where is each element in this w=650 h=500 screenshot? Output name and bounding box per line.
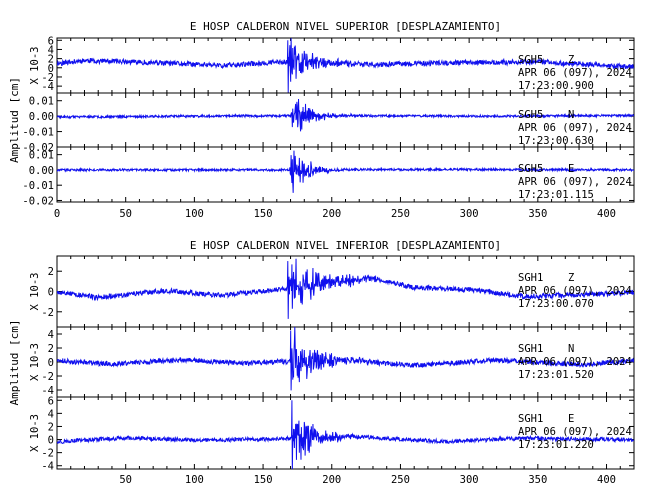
station-label: SGH5 [518, 109, 543, 121]
station-label: SGH1 [518, 413, 543, 425]
panel-title: E HOSP CALDERON NIVEL INFERIOR [DESPLAZA… [190, 239, 501, 252]
y-tick-label: -2 [41, 448, 54, 460]
x-tick-label: 200 [322, 474, 341, 486]
y-tick-label: 2 [48, 54, 54, 66]
y-tick-label: -4 [41, 461, 54, 473]
panel-inferior: E HOSP CALDERON NIVEL INFERIOR [DESPLAZA… [8, 239, 635, 486]
y-tick-label: -2 [41, 72, 54, 84]
y-tick-label: -2 [41, 307, 54, 319]
x-tick-label: 0 [54, 208, 60, 220]
component-label: Z [568, 272, 574, 284]
time-label: 17:23:00.070 [518, 298, 594, 310]
trace-SGH5-N [57, 98, 634, 132]
x-tick-label: 250 [391, 208, 410, 220]
x-tick-label: 150 [254, 208, 273, 220]
x-tick-label: 350 [528, 474, 547, 486]
y-tick-label: -0.01 [22, 127, 54, 139]
y-tick-label: 0.00 [29, 111, 54, 123]
x-tick-label: 300 [460, 208, 479, 220]
time-label: 17:23:01.520 [518, 369, 594, 381]
y-scale-label: X 10-3 [29, 414, 41, 452]
x-tick-label: 400 [597, 474, 616, 486]
y-tick-label: 0.01 [29, 150, 54, 162]
y-tick-label: 2 [48, 266, 54, 278]
y-tick-label: 0 [48, 357, 54, 369]
x-tick-label: 50 [119, 474, 132, 486]
ylabel: Amplitud [cm] [8, 319, 21, 405]
y-tick-label: 6 [48, 35, 54, 47]
trace-SGH5-E [57, 150, 634, 193]
y-tick-label: 2 [48, 421, 54, 433]
y-tick-label: 0.01 [29, 96, 54, 108]
time-label: 17:23:00.900 [518, 80, 594, 92]
trace-SGH1-Z [57, 258, 634, 319]
y-tick-label: 0 [48, 435, 54, 447]
trace-SGH5-Z [57, 38, 634, 93]
y-tick-label: -4 [41, 81, 54, 93]
trace-SGH1-N [57, 327, 634, 391]
date-label: APR 06 (097), 2024 [518, 176, 632, 188]
y-tick-label: 0 [48, 287, 54, 299]
x-tick-label: 200 [322, 208, 341, 220]
time-label: 17:23:01.220 [518, 439, 594, 451]
ylabel: Amplitud [cm] [8, 77, 21, 163]
x-tick-label: 250 [391, 474, 410, 486]
x-tick-label: 350 [528, 208, 547, 220]
y-tick-label: 0 [48, 63, 54, 75]
component-label: Z [568, 54, 574, 66]
y-tick-label: 4 [48, 329, 54, 341]
time-label: 17:23:00.630 [518, 135, 594, 147]
y-tick-label: 4 [48, 408, 54, 420]
y-scale-label: X 10-3 [29, 47, 41, 85]
x-tick-label: 50 [119, 208, 132, 220]
component-label: E [568, 163, 574, 175]
date-label: APR 06 (097), 2024 [518, 122, 632, 134]
x-tick-label: 150 [254, 474, 273, 486]
station-label: SGH1 [518, 272, 543, 284]
component-label: E [568, 413, 574, 425]
date-label: APR 06 (097), 2024 [518, 356, 632, 368]
y-tick-label: -0.02 [22, 195, 54, 207]
y-tick-label: 4 [48, 44, 54, 56]
x-tick-label: 400 [597, 208, 616, 220]
y-tick-label: 6 [48, 395, 54, 407]
panel-superior: E HOSP CALDERON NIVEL SUPERIOR [DESPLAZA… [8, 20, 635, 220]
y-scale-label: X 10-3 [29, 273, 41, 311]
component-label: N [568, 343, 574, 355]
station-label: SGH5 [518, 163, 543, 175]
component-label: N [568, 109, 574, 121]
y-tick-label: -2 [41, 371, 54, 383]
date-label: APR 06 (097), 2024 [518, 426, 632, 438]
x-tick-label: 100 [185, 474, 204, 486]
y-tick-label: -0.02 [22, 142, 54, 154]
trace-SGH1-E [57, 400, 634, 469]
y-tick-label: -4 [41, 385, 54, 397]
time-label: 17:23:01.115 [518, 189, 594, 201]
panel-title: E HOSP CALDERON NIVEL SUPERIOR [DESPLAZA… [190, 20, 501, 33]
date-label: APR 06 (097), 2024 [518, 67, 632, 79]
y-tick-label: 0.00 [29, 165, 54, 177]
station-label: SGH1 [518, 343, 543, 355]
station-label: SGH5 [518, 54, 543, 66]
y-tick-label: 2 [48, 343, 54, 355]
y-scale-label: X 10-3 [29, 343, 41, 381]
date-label: APR 06 (097), 2024 [518, 285, 632, 297]
x-tick-label: 100 [185, 208, 204, 220]
y-tick-label: -0.01 [22, 180, 54, 192]
x-tick-label: 300 [460, 474, 479, 486]
